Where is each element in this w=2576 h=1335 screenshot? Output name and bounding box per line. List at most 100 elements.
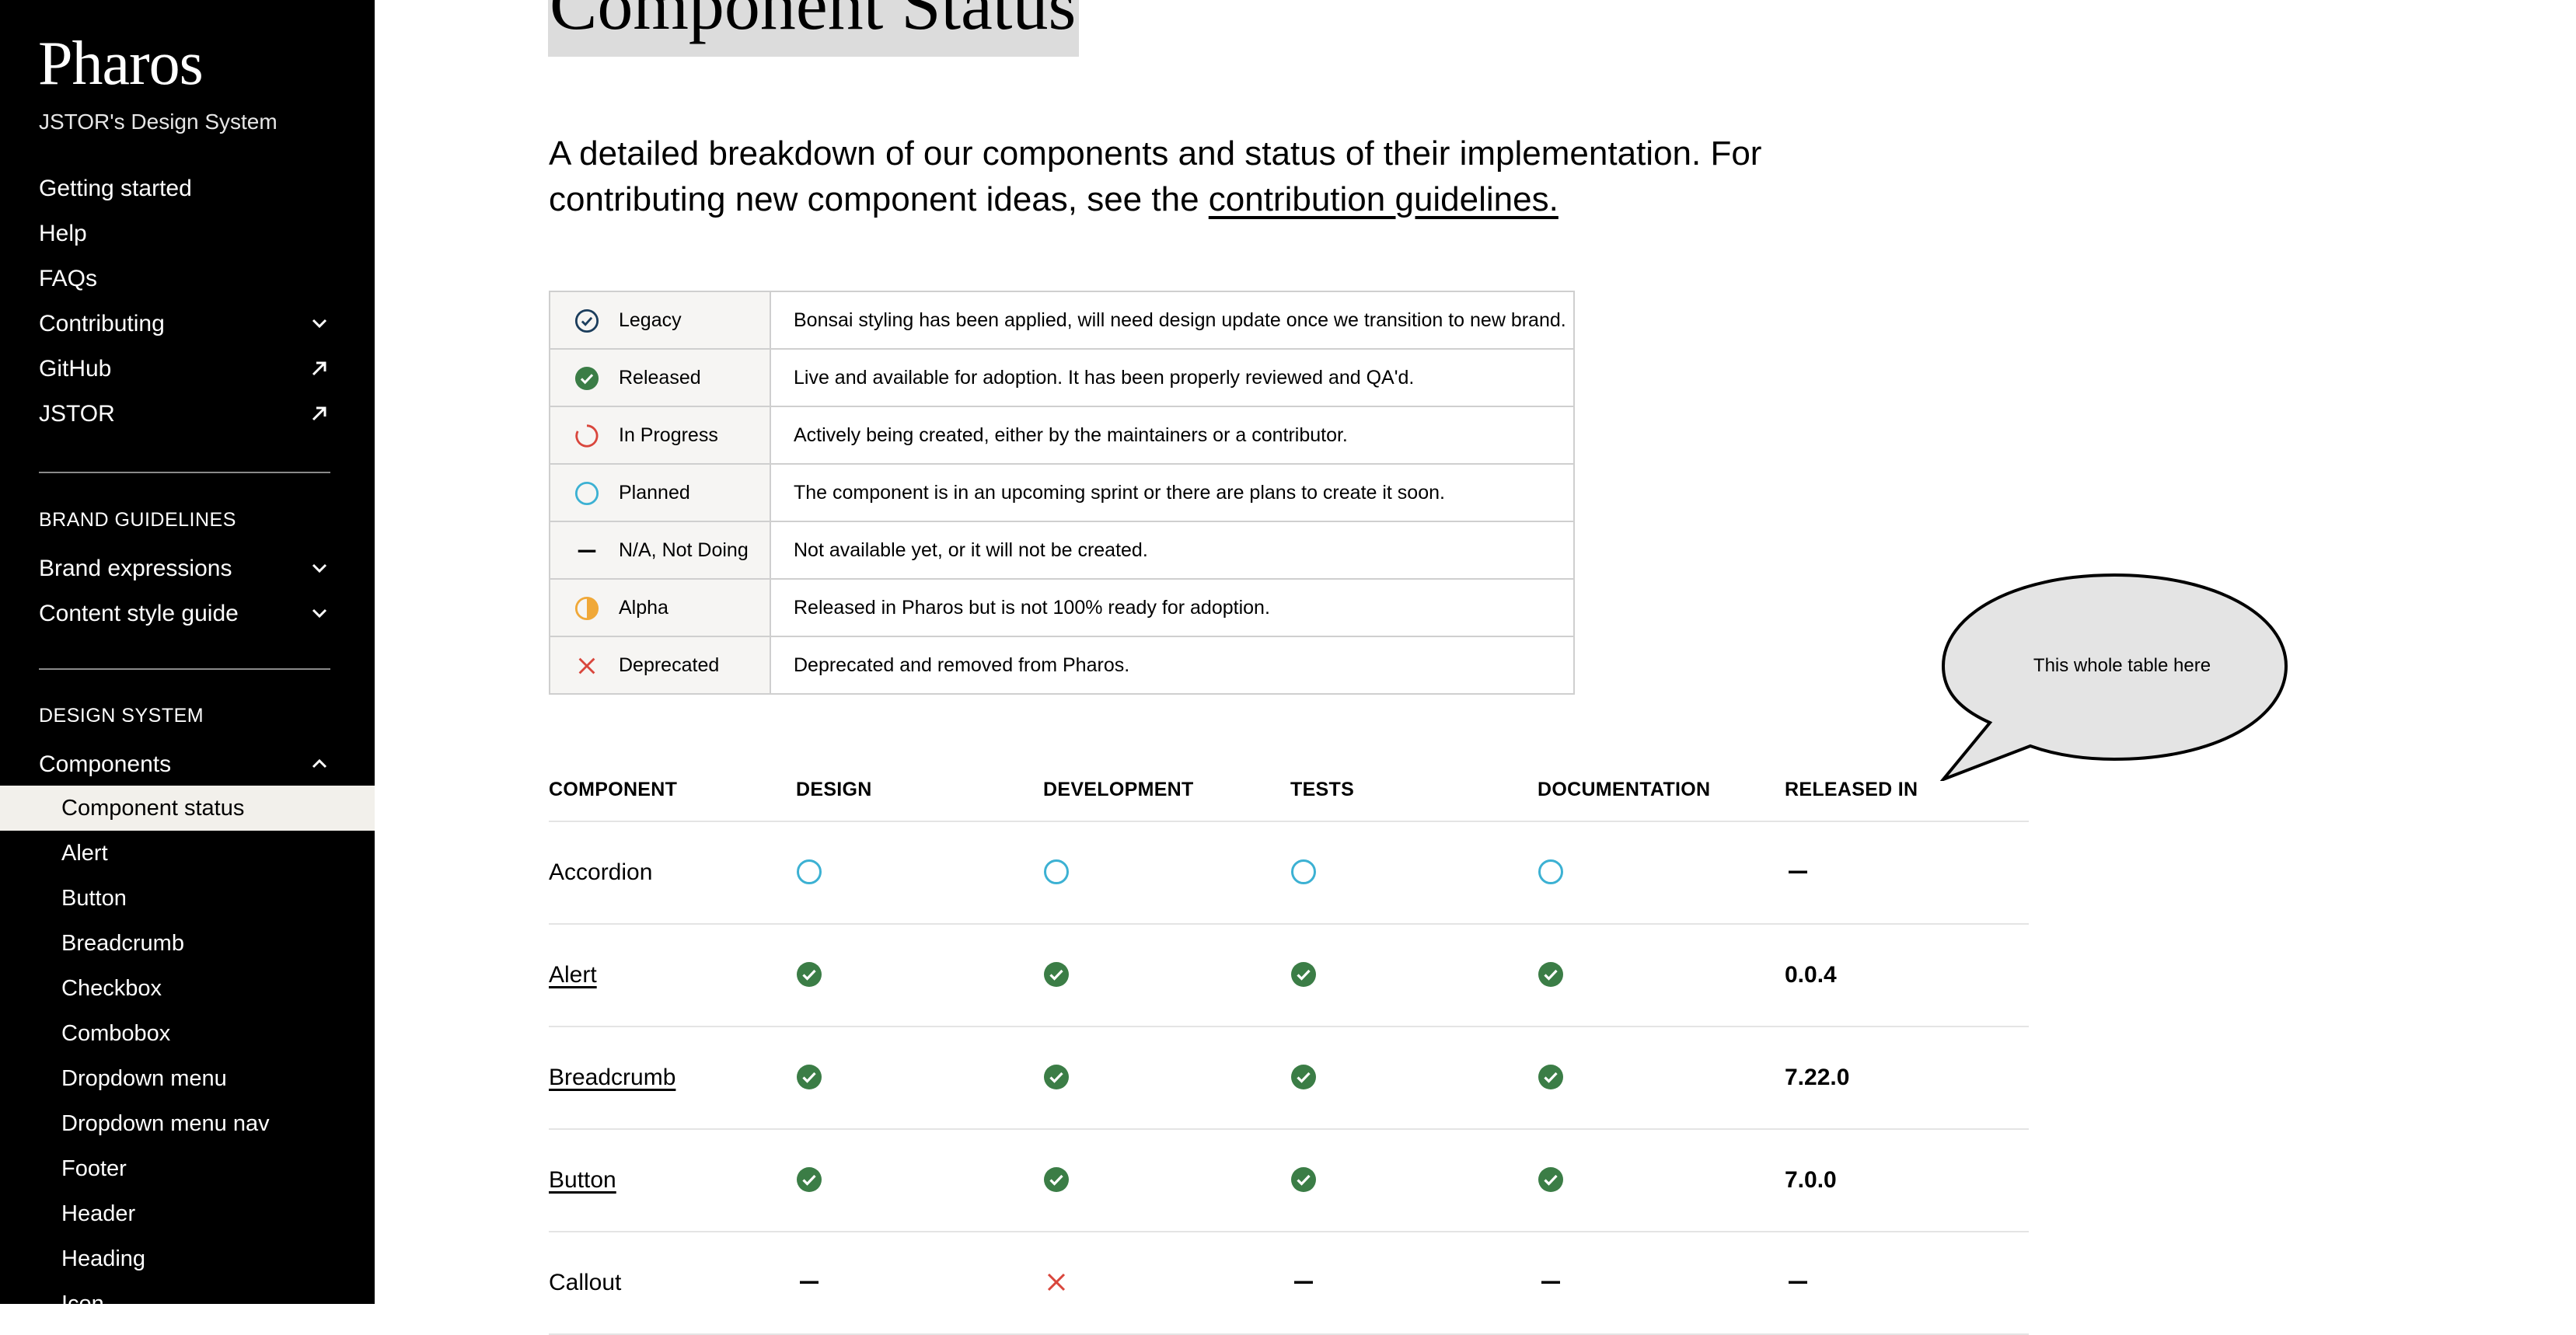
sidebar-item-label: Dropdown menu nav [61,1111,270,1136]
legend-status-cell: Alpha [550,580,771,636]
external-link-icon [309,358,330,378]
sidebar: Pharos JSTOR's Design System Getting sta… [0,0,375,1304]
nav-components[interactable]: Components [39,744,330,785]
sidebar-item-heading[interactable]: Heading [0,1236,375,1281]
nav-jstor[interactable]: JSTOR [39,394,330,434]
chevron-down-icon [309,603,330,623]
chevron-down-icon [309,313,330,333]
page-title-text: Component Status [550,0,1077,44]
released-check-icon [1290,1064,1317,1090]
nav-faqs[interactable]: FAQs [39,259,330,299]
released-check-icon [1538,1064,1564,1090]
sidebar-item-dropdown-menu-nav[interactable]: Dropdown menu nav [0,1101,375,1146]
legend-status-cell: Deprecated [550,637,771,693]
nav-brand-expressions[interactable]: Brand expressions [39,549,330,589]
column-header-development: DEVELOPMENT [1043,779,1194,800]
released-check-icon [574,366,599,391]
nav-label: FAQs [39,266,98,291]
sidebar-item-label: Combobox [61,1021,171,1046]
legend-row: Planned The component is in an upcoming … [550,465,1573,522]
released-version: 7.0.0 [1785,1167,1837,1193]
legend-description: Bonsai styling has been applied, will ne… [794,309,1566,331]
legacy-check-icon [574,308,599,333]
sidebar-item-breadcrumb[interactable]: Breadcrumb [0,921,375,966]
contribution-guidelines-link[interactable]: contribution guidelines. [1208,180,1559,218]
nav-label: Help [39,221,87,246]
released-check-icon [796,961,822,988]
sidebar-item-label: Component status [61,796,245,821]
legend-description: Actively being created, either by the ma… [794,424,1348,446]
alpha-half-circle-icon [574,596,599,621]
released-check-icon [1290,961,1317,988]
sidebar-item-header[interactable]: Header [0,1191,375,1236]
sidebar-item-label: Alert [61,841,108,866]
sidebar-item-icon[interactable]: Icon [0,1281,375,1304]
column-header-design: DESIGN [796,779,872,800]
planned-circle-icon [1538,859,1564,885]
legend-row: N/A, Not Doing Not available yet, or it … [550,522,1573,580]
legend-status-cell: Legacy [550,292,771,348]
nav-label: Content style guide [39,601,239,626]
sidebar-item-combobox[interactable]: Combobox [0,1011,375,1056]
sidebar-item-component-status[interactable]: Component status [0,786,375,831]
column-header-tests: TESTS [1290,779,1355,800]
nav-label: GitHub [39,356,112,382]
sidebar-item-label: Breadcrumb [61,931,184,956]
component-link[interactable]: Alert [549,962,597,988]
legend-status-cell: N/A, Not Doing [550,522,771,578]
component-link[interactable]: Breadcrumb [549,1065,676,1090]
sidebar-item-dropdown-menu[interactable]: Dropdown menu [0,1056,375,1101]
speech-bubble-text: This whole table here [2033,655,2211,676]
component-link[interactable]: Button [549,1167,616,1193]
nav-content-style-guide[interactable]: Content style guide [39,594,330,634]
nav-label: Getting started [39,176,192,201]
planned-circle-icon [574,481,599,506]
sidebar-item-label: Button [61,886,127,911]
status-legend: Legacy Bonsai styling has been applied, … [549,291,1575,695]
legend-status-label: N/A, Not Doing [619,539,749,561]
table-row: Callout [549,1232,2029,1335]
legend-row: Legacy Bonsai styling has been applied, … [550,292,1573,350]
sidebar-item-label: Footer [61,1156,127,1181]
dash-icon [574,539,599,563]
planned-circle-icon [796,859,822,885]
chevron-up-icon [309,754,330,774]
released-check-icon [1538,961,1564,988]
legend-status-label: In Progress [619,424,718,446]
legend-description: The component is in an upcoming sprint o… [794,482,1445,504]
sidebar-item-label: Heading [61,1246,146,1271]
sidebar-item-alert[interactable]: Alert [0,831,375,876]
table-row: Breadcrumb 7.22.0 [549,1027,2029,1130]
planned-circle-icon [1290,859,1317,885]
component-name: Callout [549,1270,622,1295]
intro-paragraph: A detailed breakdown of our components a… [549,131,1870,222]
sidebar-item-label: Icon [61,1291,104,1304]
released-check-icon [1043,961,1070,988]
sidebar-item-footer[interactable]: Footer [0,1146,375,1191]
nav-github[interactable]: GitHub [39,349,330,389]
section-heading-design-system: DESIGN SYSTEM [39,705,204,727]
chevron-down-icon [309,558,330,578]
nav-contributing[interactable]: Contributing [39,304,330,344]
released-check-icon [1043,1166,1070,1193]
nav-label: Components [39,751,172,777]
site-logo[interactable]: Pharos [38,30,204,98]
dash-icon [796,1269,822,1295]
nav-help[interactable]: Help [39,214,330,254]
legend-row: Deprecated Deprecated and removed from P… [550,637,1573,693]
column-header-documentation: DOCUMENTATION [1538,779,1711,800]
dash-icon [1538,1269,1564,1295]
close-x-icon [574,654,599,678]
table-row: Accordion [549,822,2029,925]
component-status-table: COMPONENT DESIGN DEVELOPMENT TESTS DOCUMENTA… [549,762,2029,1335]
legend-description: Live and available for adoption. It has … [794,367,1415,389]
column-header-released-in: RELEASED IN [1785,779,1918,800]
section-heading-brand: BRAND GUIDELINES [39,509,236,531]
released-check-icon [1043,1064,1070,1090]
nav-label: Brand expressions [39,556,232,581]
legend-status-label: Deprecated [619,654,720,676]
nav-getting-started[interactable]: Getting started [39,169,330,209]
sidebar-item-checkbox[interactable]: Checkbox [0,966,375,1011]
sidebar-item-button[interactable]: Button [0,876,375,921]
intro-text: A detailed breakdown of our components a… [549,134,1762,218]
